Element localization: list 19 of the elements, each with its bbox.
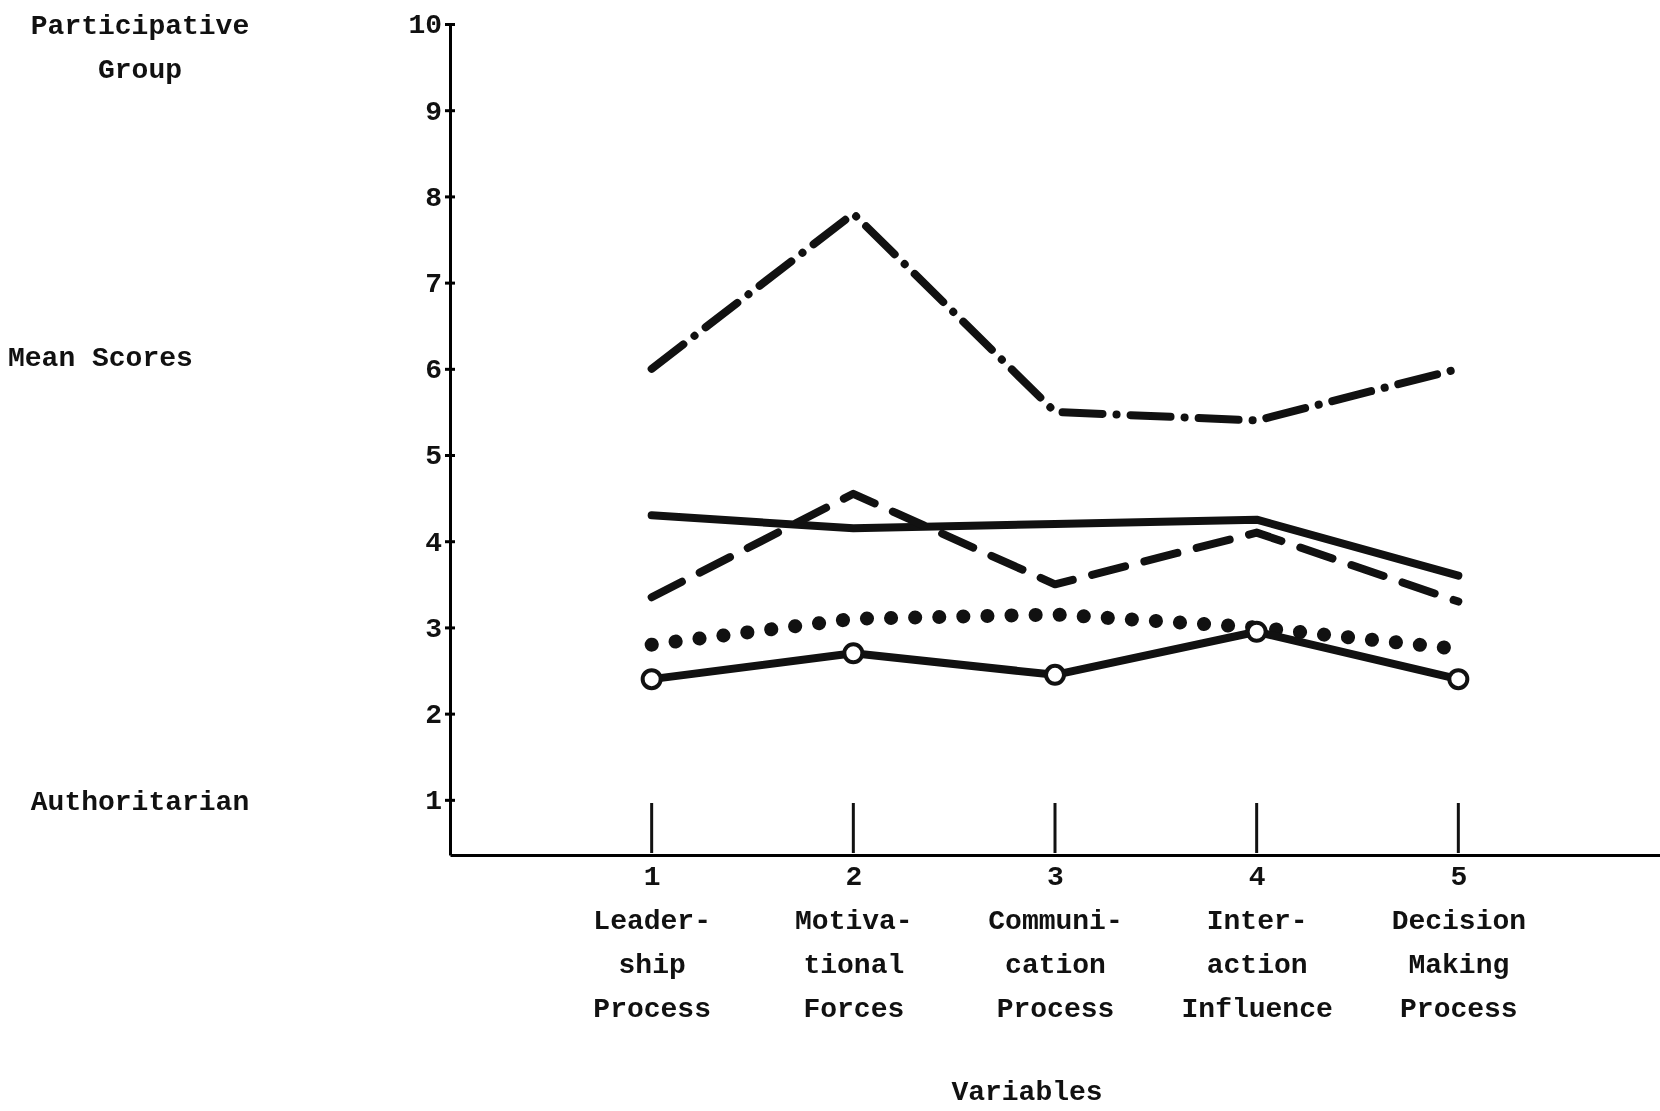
x-tick-label: 5 Decision Making Process [1391,862,1527,1025]
y-tick-label: 9 [425,96,442,128]
y-tick-label: 7 [425,269,442,301]
y-tick-label: 8 [425,182,442,214]
y-tick-label: 5 [425,441,442,473]
x-axis-title: Variables [951,1077,1103,1108]
x-tick-label: 4 Inter- action Influence [1181,862,1333,1025]
text: Mean Scores [8,343,193,375]
y-tick-label: 4 [425,527,442,559]
text: Authoritarian [30,786,250,818]
text: Participative Group [30,10,250,86]
y-tick-label: 2 [425,700,442,732]
x-tick-label: 1 Leader- ship Process [593,862,711,1025]
x-tick-label: 3 Communi- cation Process [988,862,1123,1025]
y-tick-label: 10 [408,10,442,42]
y-tick-label: 6 [425,355,442,387]
y-tick-label: 1 [425,786,442,818]
y-tick-label: 3 [425,613,442,645]
x-tick-label: 2 Motiva- tional Forces [795,862,913,1025]
